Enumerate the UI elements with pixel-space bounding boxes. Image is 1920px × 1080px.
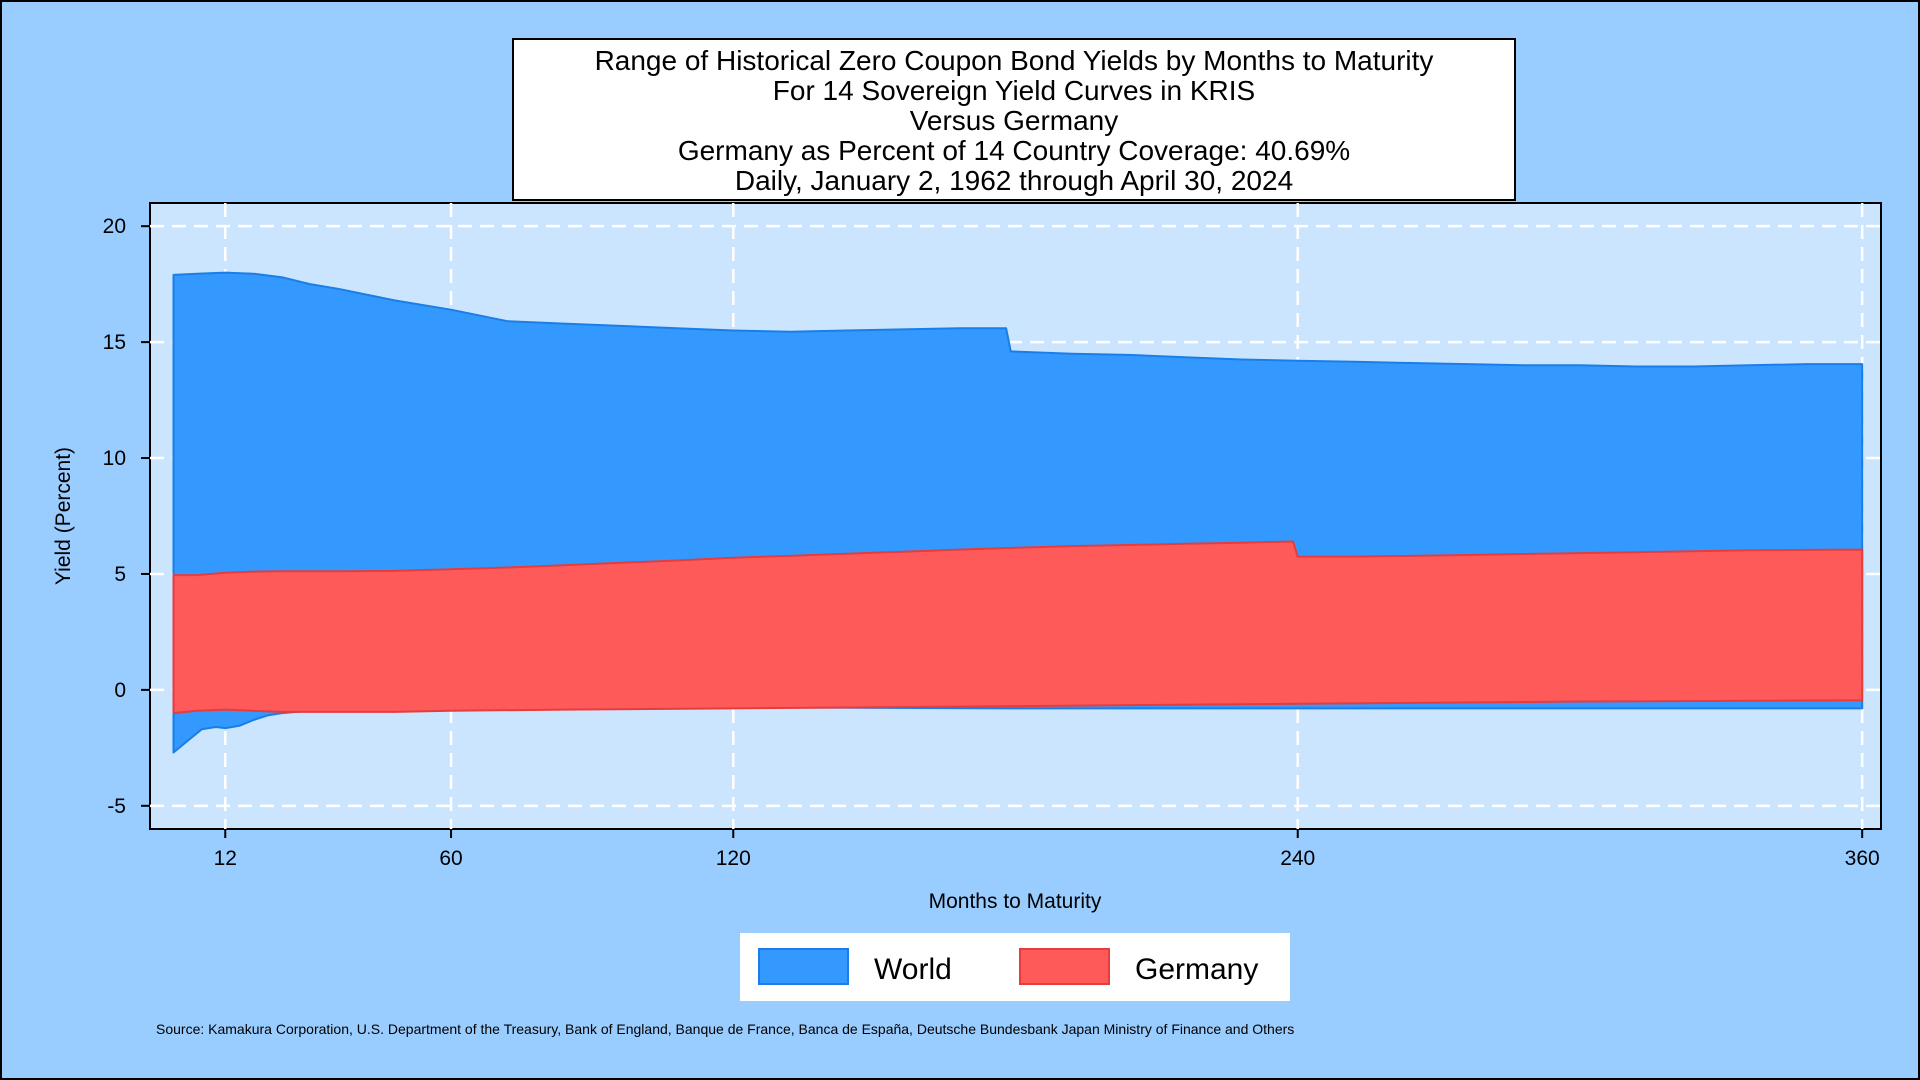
title-line-3: Versus Germany [910, 105, 1119, 136]
legend-label-world: World [874, 953, 952, 986]
title-line-5: Daily, January 2, 1962 through April 30,… [735, 165, 1293, 196]
y-axis-title: Yield (Percent) [52, 447, 75, 585]
y-tick-label: 0 [114, 679, 126, 702]
x-tick-label: 12 [214, 847, 237, 870]
y-tick-label: 5 [114, 563, 126, 586]
x-tick-label: 60 [439, 847, 462, 870]
title-box [512, 38, 1516, 201]
legend-swatch-world [758, 948, 849, 985]
y-tick-label: -5 [107, 795, 126, 818]
x-tick-label: 240 [1280, 847, 1315, 870]
legend-swatch-germany [1019, 948, 1110, 985]
title-line-2: For 14 Sovereign Yield Curves in KRIS [773, 75, 1255, 106]
y-tick-label: 15 [103, 331, 126, 354]
title-line-4: Germany as Percent of 14 Country Coverag… [678, 135, 1350, 166]
axes: 20 15 10 5 0 -5 12 60 120 240 360 [103, 215, 1880, 870]
legend-label-germany: Germany [1135, 953, 1258, 986]
x-tick-label: 120 [716, 847, 751, 870]
y-tick-label: 10 [103, 447, 126, 470]
x-axis-title: Months to Maturity [929, 890, 1102, 913]
y-tick-label: 20 [103, 215, 126, 238]
x-tick-label: 360 [1845, 847, 1880, 870]
title-line-1: Range of Historical Zero Coupon Bond Yie… [595, 45, 1434, 76]
area-germany [172, 540, 1864, 715]
chart-title: Range of Historical Zero Coupon Bond Yie… [595, 45, 1434, 196]
series-areas [172, 271, 1864, 754]
source-note: Source: Kamakura Corporation, U.S. Depar… [156, 1021, 1294, 1037]
